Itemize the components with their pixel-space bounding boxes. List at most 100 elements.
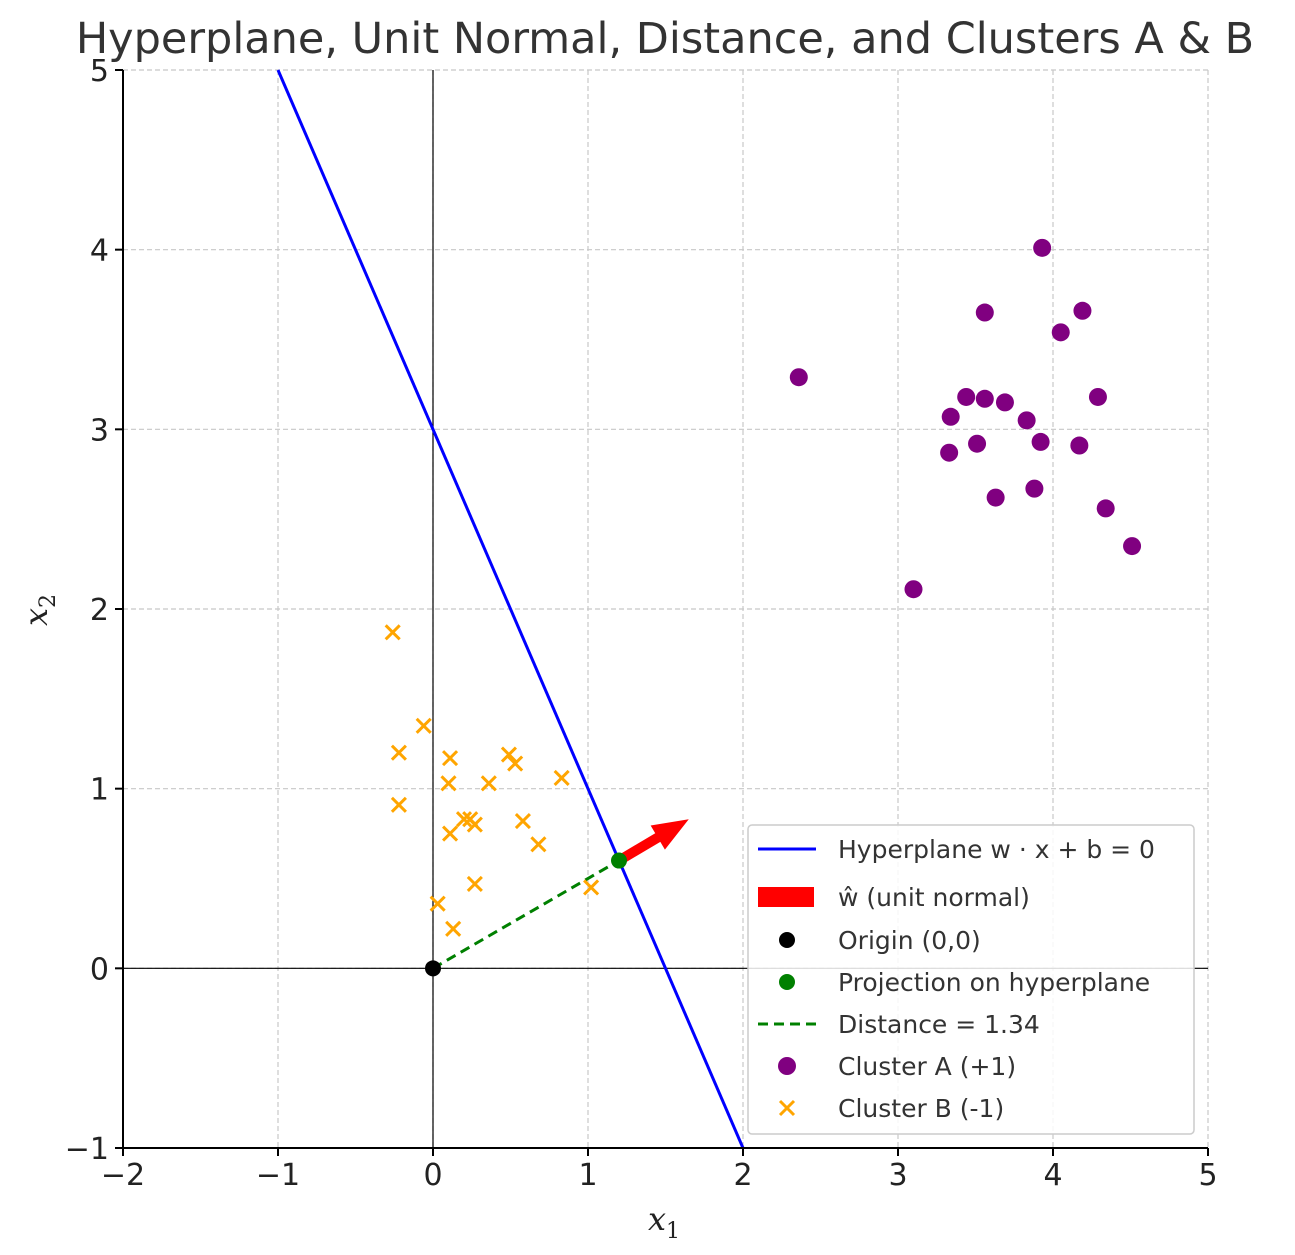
legend-label: Cluster B (-1) [838,1094,1004,1123]
cluster-a-point [941,407,960,426]
unit-normal-arrow [616,819,689,865]
cluster-b-mark-stroke [480,775,497,792]
cluster-b-mark-stroke [384,624,401,641]
cluster-b-mark-stroke [530,836,547,853]
legend-label: Hyperplane w · x + b = 0 [838,835,1155,864]
x-tick-label: −2 [101,1158,145,1193]
cluster-a-point [995,393,1014,412]
legend-item-origin: Origin (0,0) [779,926,981,955]
cluster-a-point [940,443,959,462]
x-tick-label: 2 [733,1158,752,1193]
cluster-b-mark-stroke [455,811,473,828]
x-axis-label-text: x [648,1200,666,1238]
legend-item-unit-normal: ŵ (unit normal) [758,883,1030,912]
axes [115,69,1209,1156]
y-tick-label: 1 [90,773,109,808]
cluster-b-point [440,775,457,792]
legend-swatch-cross [778,1099,796,1117]
cluster-b-mark-stroke [466,816,483,833]
legend-item-hyperplane: Hyperplane w · x + b = 0 [758,835,1155,864]
cluster-a-point [1033,238,1052,257]
y-tick-label: 5 [90,54,109,89]
cluster-b-point [445,920,462,937]
y-tick-label: 0 [90,952,109,987]
legend: Hyperplane w · x + b = 0 ŵ (unit normal) O… [747,824,1195,1135]
cluster-a-point [1073,301,1092,320]
cluster-b-mark-stroke [390,744,407,761]
cluster-b-mark-stroke [441,825,459,842]
cluster-b-mark-stroke [441,750,459,767]
cluster-a-point [1123,537,1142,556]
legend-item-cluster-b: Cluster B (-1) [778,1094,1004,1123]
cluster-b-mark-stroke [553,769,570,786]
cluster-b-mark-stroke [466,875,483,892]
cluster-a-point [975,389,994,408]
cluster-b-point [390,744,407,761]
cluster-b-point [583,879,600,896]
cluster-a-point [1070,436,1089,455]
cluster-a-point [1088,387,1107,406]
legend-swatch-dot [778,1057,796,1075]
cluster-b-point [500,746,518,763]
cluster-a-point [1017,411,1036,430]
y-axis-label-text: x [17,608,55,626]
cluster-b-point [415,717,432,734]
cluster-b-point [390,796,407,813]
cluster-b-point [466,816,483,833]
cluster-b-mark-stroke [583,879,600,896]
x-axis-label: x1 [648,1200,680,1244]
cluster-b-mark-stroke [514,812,531,830]
y-tick-label: 3 [90,413,109,448]
x-tick-label: −1 [256,1158,300,1193]
x-tick-label: 1 [578,1158,597,1193]
cluster-a-point [986,488,1005,507]
legend-item-projection: Projection on hyperplane [779,968,1150,997]
y-tick-label: 4 [90,234,109,269]
cluster-b-point [429,895,446,912]
cluster-a-point [957,387,976,406]
cluster-b-mark-stroke [445,920,462,937]
cluster-a-point [1051,323,1070,342]
legend-item-cluster-a: Cluster A (+1) [778,1052,1016,1081]
x-tick-label: 4 [1043,1158,1062,1193]
cluster-b-point [530,836,547,853]
cluster-b-point [466,875,483,892]
cluster-a-point [1031,432,1050,451]
x-tick-label: 5 [1198,1158,1217,1193]
cluster-b-point [384,624,401,641]
distance-line [432,859,620,970]
origin-point [425,960,441,977]
legend-item-distance: Distance = 1.34 [758,1010,1040,1039]
legend-label: ŵ (unit normal) [838,883,1030,912]
cluster-b-point [514,812,531,830]
y-axis-label-subscript: 2 [36,594,61,608]
legend-swatch-dot [779,974,795,990]
legend-label: Projection on hyperplane [838,968,1150,997]
x-axis-label-subscript: 1 [666,1219,680,1244]
cluster-b-mark-stroke [415,717,432,734]
legend-box [747,824,1195,1135]
projection-point [611,852,627,869]
cluster-a-point [975,303,994,322]
cluster-b-mark-stroke [440,775,457,792]
legend-label: Cluster A (+1) [838,1052,1016,1081]
cluster-b-mark-stroke [429,895,446,912]
cluster-b-point [441,750,459,767]
y-tick-label: 2 [90,593,109,628]
chart-title: Hyperplane, Unit Normal, Distance, and C… [76,14,1254,64]
x-tick-label: 0 [423,1158,442,1193]
cluster-b-mark-stroke [390,796,407,813]
cluster-b-mark-stroke [500,746,518,763]
y-axis-label: x2 [17,594,61,626]
cluster-b-point [480,775,497,792]
legend-label: Distance = 1.34 [838,1010,1040,1039]
y-tick-label: −1 [65,1132,109,1167]
x-tick-label: 3 [888,1158,907,1193]
legend-swatch-arrow [758,887,814,907]
plot-area [276,69,1142,1149]
hyperplane-line [276,69,745,1149]
cluster-a-point [1096,499,1115,518]
legend-label: Origin (0,0) [838,926,981,955]
